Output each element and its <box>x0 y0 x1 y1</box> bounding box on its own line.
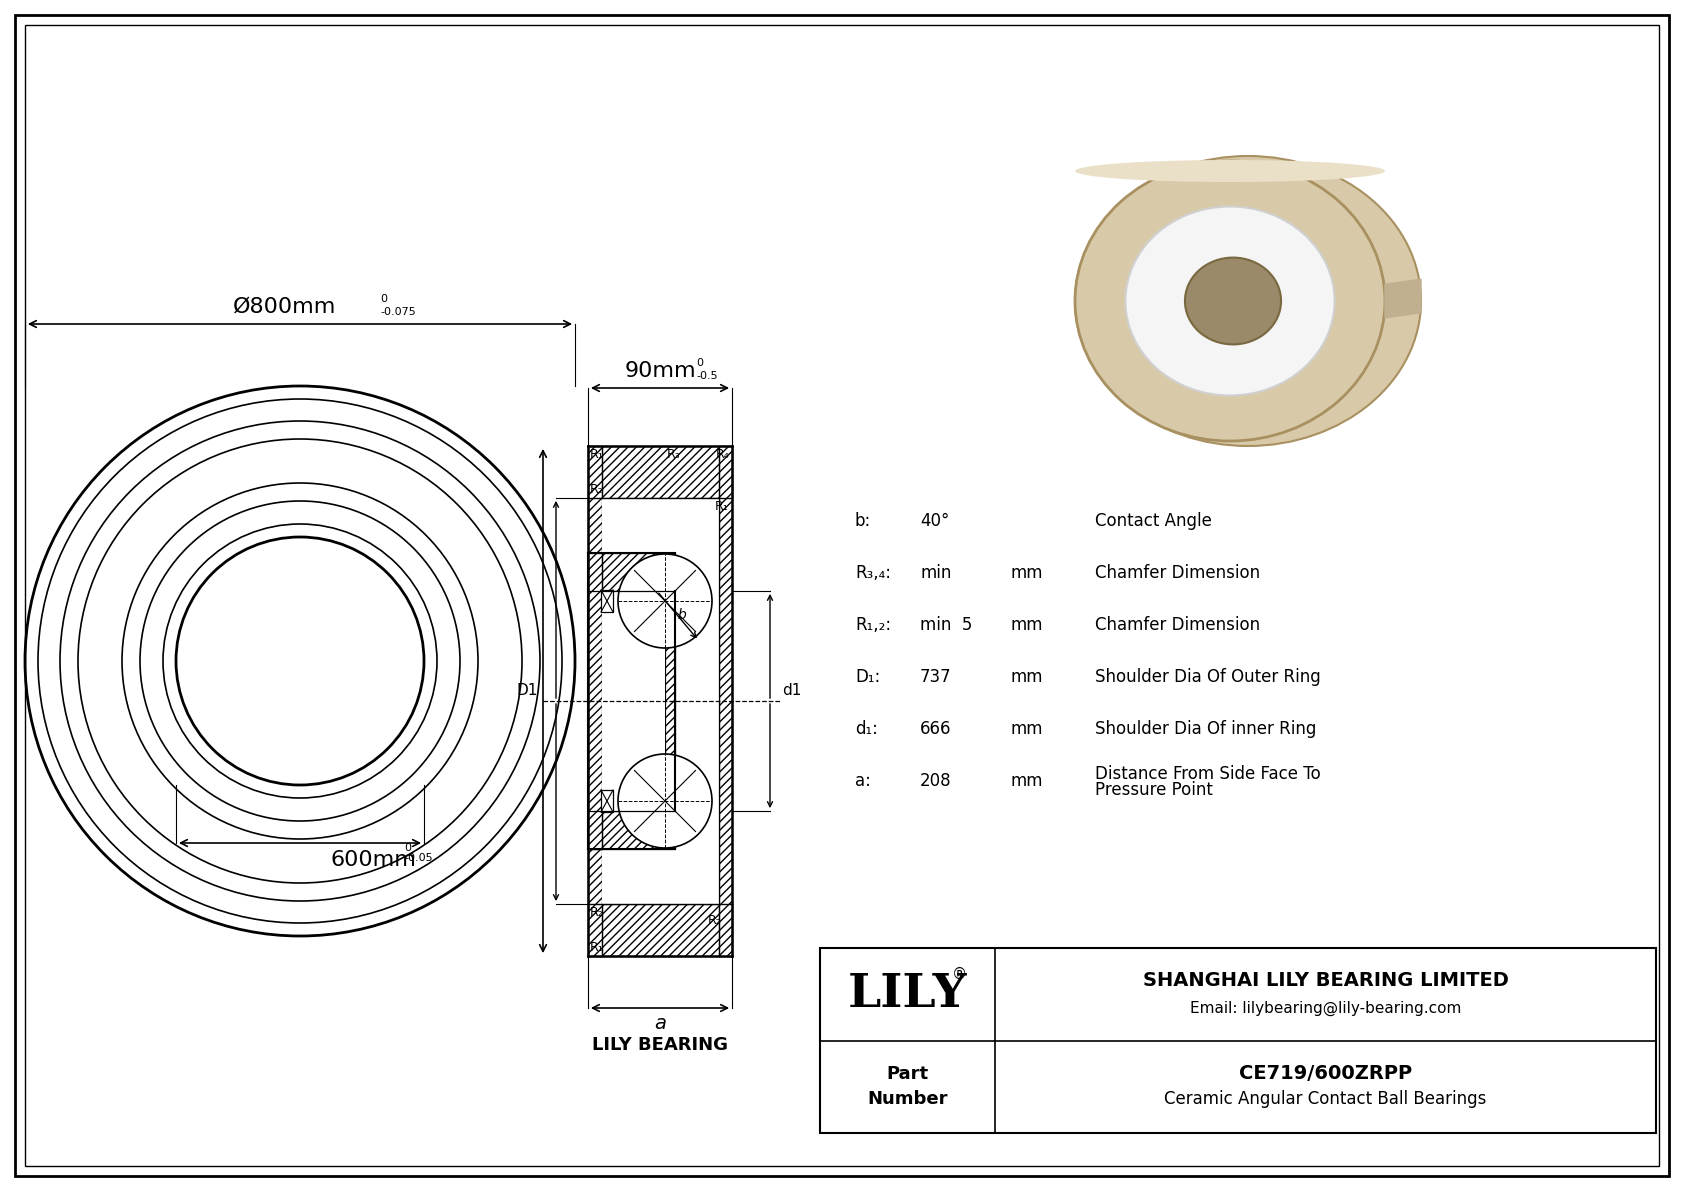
Text: min: min <box>919 565 951 582</box>
Text: Distance From Side Face To: Distance From Side Face To <box>1095 765 1320 782</box>
Text: R₂: R₂ <box>589 906 605 919</box>
Text: mm: mm <box>1010 772 1042 790</box>
Polygon shape <box>588 811 675 849</box>
Bar <box>601 790 613 812</box>
Text: 40°: 40° <box>919 512 950 530</box>
Text: 600mm: 600mm <box>330 850 416 869</box>
Text: ®: ® <box>951 967 967 981</box>
Text: mm: mm <box>1010 721 1042 738</box>
Text: R₁,₂:: R₁,₂: <box>855 616 891 634</box>
Text: d₁:: d₁: <box>855 721 877 738</box>
Text: Email: lilybearing@lily-bearing.com: Email: lilybearing@lily-bearing.com <box>1191 1000 1462 1016</box>
Ellipse shape <box>1125 206 1335 395</box>
Circle shape <box>618 554 712 648</box>
Polygon shape <box>588 553 601 849</box>
Text: 737: 737 <box>919 668 951 686</box>
Text: 0: 0 <box>381 294 387 304</box>
Text: CE719/600ZRPP: CE719/600ZRPP <box>1239 1065 1413 1084</box>
Text: SHANGHAI LILY BEARING LIMITED: SHANGHAI LILY BEARING LIMITED <box>1142 971 1509 990</box>
Bar <box>601 590 613 612</box>
Text: R₁: R₁ <box>589 448 605 461</box>
Text: Chamfer Dimension: Chamfer Dimension <box>1095 616 1260 634</box>
Text: LILY: LILY <box>847 971 967 1017</box>
Text: Chamfer Dimension: Chamfer Dimension <box>1095 565 1260 582</box>
Polygon shape <box>1384 279 1421 318</box>
Polygon shape <box>588 445 733 498</box>
Polygon shape <box>665 591 675 811</box>
Text: Shoulder Dia Of inner Ring: Shoulder Dia Of inner Ring <box>1095 721 1317 738</box>
Ellipse shape <box>1074 161 1384 441</box>
Text: 208: 208 <box>919 772 951 790</box>
Text: D₁:: D₁: <box>855 668 881 686</box>
Text: -0.5: -0.5 <box>695 372 717 381</box>
Text: 0: 0 <box>404 843 411 853</box>
Polygon shape <box>601 591 665 811</box>
Text: R₁: R₁ <box>716 500 729 513</box>
Text: a: a <box>653 1014 665 1033</box>
Text: D1: D1 <box>517 682 537 698</box>
Text: b: b <box>677 607 685 622</box>
Polygon shape <box>601 498 719 904</box>
Text: Ceramic Angular Contact Ball Bearings: Ceramic Angular Contact Ball Bearings <box>1164 1090 1487 1108</box>
Text: R₁: R₁ <box>589 941 605 954</box>
Text: 90mm: 90mm <box>625 361 695 381</box>
Polygon shape <box>588 445 601 956</box>
Bar <box>820 948 1655 1133</box>
Text: R₂: R₂ <box>707 913 722 927</box>
Text: -0.075: -0.075 <box>381 307 416 317</box>
Text: -0.05: -0.05 <box>404 853 433 863</box>
Text: 666: 666 <box>919 721 951 738</box>
Polygon shape <box>719 445 733 956</box>
Text: R₃: R₃ <box>667 448 680 461</box>
Text: LILY BEARING: LILY BEARING <box>593 1036 727 1054</box>
Text: b:: b: <box>855 512 871 530</box>
Polygon shape <box>588 904 733 956</box>
Ellipse shape <box>1186 257 1282 344</box>
Polygon shape <box>588 553 675 591</box>
Text: R₂: R₂ <box>589 484 605 495</box>
Text: R₃,₄:: R₃,₄: <box>855 565 891 582</box>
Text: d1: d1 <box>781 682 802 698</box>
Text: min  5: min 5 <box>919 616 972 634</box>
Text: mm: mm <box>1010 616 1042 634</box>
Text: a:: a: <box>855 772 871 790</box>
Text: Shoulder Dia Of Outer Ring: Shoulder Dia Of Outer Ring <box>1095 668 1320 686</box>
Text: Part
Number: Part Number <box>867 1065 948 1109</box>
Text: Contact Angle: Contact Angle <box>1095 512 1212 530</box>
Text: Ø800mm: Ø800mm <box>234 297 337 317</box>
Text: 0: 0 <box>695 358 702 368</box>
Ellipse shape <box>1074 156 1421 445</box>
Circle shape <box>618 754 712 848</box>
Ellipse shape <box>1074 160 1384 182</box>
Text: mm: mm <box>1010 668 1042 686</box>
Text: R₄: R₄ <box>716 448 729 461</box>
Text: mm: mm <box>1010 565 1042 582</box>
Text: Pressure Point: Pressure Point <box>1095 781 1212 799</box>
